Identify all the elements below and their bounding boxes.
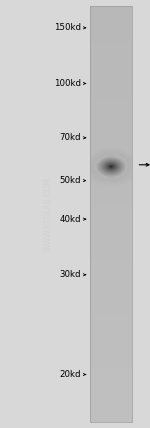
Text: 20kd: 20kd xyxy=(60,370,81,379)
Bar xyxy=(90,6,132,422)
Text: 100kd: 100kd xyxy=(54,79,81,88)
Text: 70kd: 70kd xyxy=(60,133,81,143)
Text: WWW.PTGLAB.COM: WWW.PTGLAB.COM xyxy=(44,177,52,251)
Text: 40kd: 40kd xyxy=(60,214,81,224)
Text: 30kd: 30kd xyxy=(60,270,81,279)
Text: 150kd: 150kd xyxy=(54,23,81,33)
Text: 50kd: 50kd xyxy=(60,176,81,185)
